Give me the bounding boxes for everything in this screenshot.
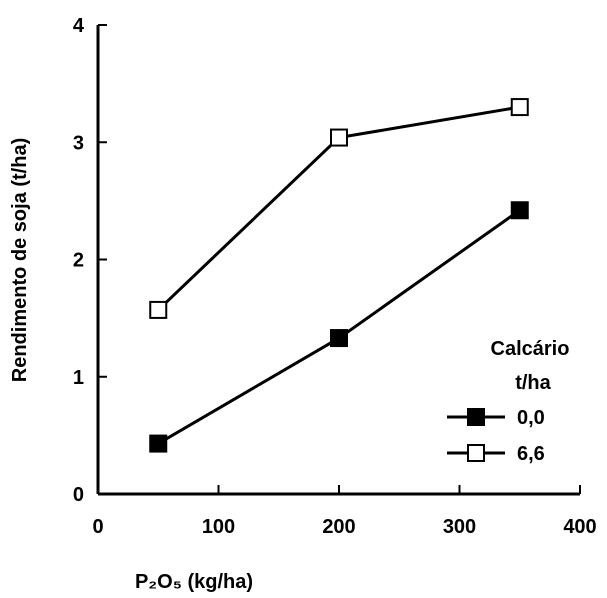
series-line (157, 209, 521, 445)
y-tick-label: 3 (73, 132, 84, 154)
marker (149, 434, 168, 453)
y-tick-label: 0 (73, 484, 84, 506)
x-axis-label: P₂O₅ (kg/ha) (135, 571, 253, 593)
y-axis-label: Rendimento de soja (t/ha) (9, 138, 31, 382)
y-tick-label: 1 (73, 367, 84, 389)
legend-marker (467, 408, 485, 426)
legend-marker (467, 444, 485, 462)
legend-title: t/ha (515, 372, 551, 394)
marker (510, 98, 529, 117)
y-tick-label: 4 (73, 15, 85, 37)
x-tick-label: 400 (563, 516, 596, 538)
marker (330, 128, 348, 147)
x-tick-label: 100 (202, 516, 235, 538)
x-tick-label: 0 (92, 516, 103, 538)
marker (330, 329, 348, 348)
marker (149, 300, 168, 319)
x-tick-label: 300 (443, 516, 476, 538)
x-tick-label: 200 (322, 516, 355, 538)
legend-title: Calcário (491, 338, 570, 360)
marker (510, 201, 529, 220)
legend-label: 0,0 (517, 407, 545, 429)
legend-label: 6,6 (517, 443, 545, 465)
y-tick-label: 2 (73, 250, 84, 272)
